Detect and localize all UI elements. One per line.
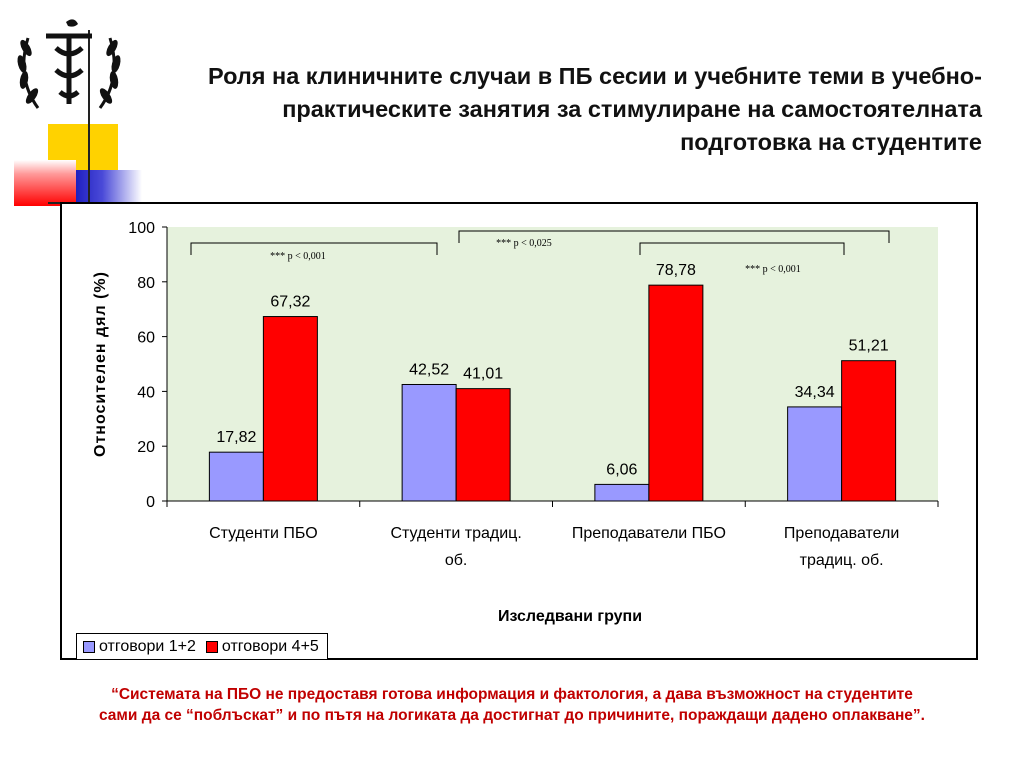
legend-swatch-series-1 bbox=[83, 640, 95, 653]
chart-legend: отговори 1+2 отговори 4+5 bbox=[76, 633, 328, 660]
data-label: 42,52 bbox=[409, 361, 449, 378]
data-label: 51,21 bbox=[849, 338, 889, 355]
title-line: подготовка на студентите bbox=[680, 129, 982, 155]
bar-2 bbox=[262, 316, 318, 502]
quote-text: “Системата на ПБО не предоставя готова и… bbox=[0, 684, 1024, 726]
significance-label: *** p < 0,025 bbox=[496, 238, 552, 249]
y-tick-label: 60 bbox=[137, 330, 155, 347]
bar-2 bbox=[841, 360, 897, 502]
y-tick-label: 80 bbox=[137, 275, 155, 292]
bar-1 bbox=[401, 383, 457, 502]
x-tick-label: об. bbox=[445, 552, 468, 569]
bar-2 bbox=[648, 284, 704, 502]
decor-vertical-line bbox=[88, 30, 90, 208]
title-line: Роля на клиничните случаи в ПБ сесии и у… bbox=[207, 63, 982, 89]
data-label: 17,82 bbox=[216, 429, 256, 446]
x-tick-label: Преподаватели bbox=[784, 525, 899, 542]
legend-label-series-1: отговори 1+2 bbox=[99, 637, 196, 655]
x-tick-label: традиц. об. bbox=[800, 552, 884, 569]
bar-1 bbox=[787, 406, 843, 502]
x-axis-title: Изследвани групи bbox=[498, 608, 642, 625]
bar-1 bbox=[208, 451, 264, 502]
bar-1 bbox=[594, 483, 650, 502]
y-axis-title: Относителен дял (%) bbox=[92, 271, 109, 457]
decor-blue-square bbox=[76, 170, 142, 204]
significance-bracket bbox=[639, 242, 845, 255]
data-label: 34,34 bbox=[795, 384, 835, 401]
legend-swatch-series-2 bbox=[205, 640, 218, 653]
y-tick-label: 20 bbox=[137, 439, 155, 456]
y-tick-label: 100 bbox=[128, 220, 155, 237]
slide-title: Роля на клиничните случаи в ПБ сесии и у… bbox=[82, 60, 982, 159]
title-line: практическите занятия за стимулиране на … bbox=[282, 96, 982, 122]
y-tick-label: 40 bbox=[137, 384, 155, 401]
university-logo-icon bbox=[17, 19, 121, 109]
significance-label: *** p < 0,001 bbox=[270, 251, 326, 262]
legend-entry-series-2: отговори 4+5 bbox=[202, 638, 319, 656]
data-label: 67,32 bbox=[270, 294, 310, 311]
bar-2 bbox=[455, 388, 511, 502]
significance-label: *** p < 0,001 bbox=[745, 264, 801, 275]
data-label: 78,78 bbox=[656, 262, 696, 279]
legend-entry-series-1: отговори 1+2 bbox=[79, 638, 196, 656]
significance-bracket bbox=[190, 242, 438, 255]
y-tick-label: 0 bbox=[146, 494, 155, 511]
data-label: 6,06 bbox=[606, 461, 637, 478]
decor-red-square bbox=[14, 160, 76, 206]
x-tick-label: Преподаватели ПБО bbox=[572, 525, 726, 542]
x-tick-label: Студенти традиц. bbox=[390, 525, 521, 542]
data-label: 41,01 bbox=[463, 366, 503, 383]
quote-line: сами да се “поблъскат” и по пътя на логи… bbox=[99, 707, 925, 724]
legend-label-series-2: отговори 4+5 bbox=[221, 637, 319, 655]
quote-line: “Системата на ПБО не предоставя готова и… bbox=[111, 686, 913, 703]
x-tick-label: Студенти ПБО bbox=[209, 525, 318, 542]
significance-bracket bbox=[458, 230, 890, 243]
